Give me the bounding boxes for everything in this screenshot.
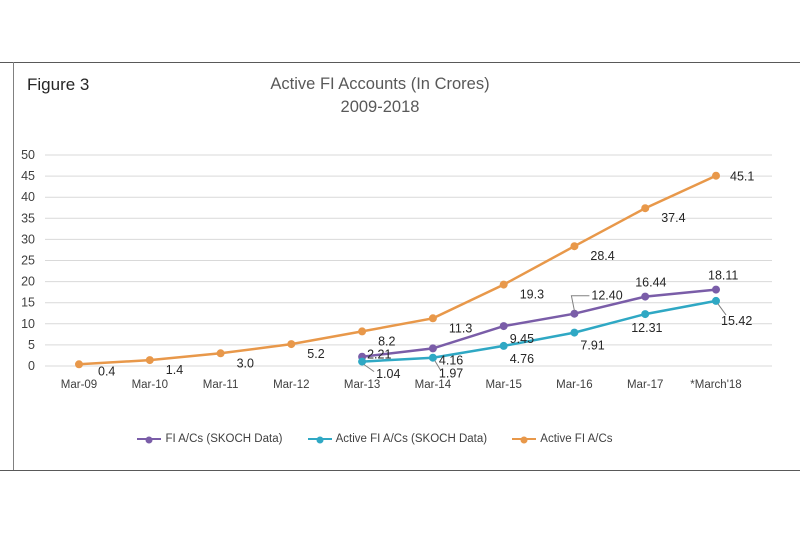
svg-text:Mar-14: Mar-14 [415, 379, 452, 391]
svg-text:3.0: 3.0 [237, 356, 254, 370]
svg-text:18.11: 18.11 [708, 269, 738, 283]
svg-text:1.04: 1.04 [376, 367, 400, 381]
svg-text:5: 5 [28, 338, 35, 352]
svg-text:*March'18: *March'18 [690, 379, 741, 391]
svg-text:15.42: 15.42 [721, 314, 752, 328]
svg-text:4.76: 4.76 [510, 352, 534, 366]
svg-text:7.91: 7.91 [580, 339, 604, 353]
svg-text:5.2: 5.2 [307, 347, 324, 361]
svg-text:40: 40 [21, 190, 35, 204]
svg-text:45: 45 [21, 169, 35, 183]
svg-text:20: 20 [21, 275, 35, 289]
svg-text:12.31: 12.31 [631, 321, 662, 335]
svg-text:37.4: 37.4 [661, 211, 685, 225]
svg-text:Mar-17: Mar-17 [627, 379, 663, 391]
svg-text:19.3: 19.3 [520, 288, 544, 302]
svg-text:45.1: 45.1 [730, 170, 754, 184]
svg-text:0: 0 [28, 359, 35, 373]
svg-text:Mar-09: Mar-09 [61, 379, 97, 391]
svg-text:Mar-12: Mar-12 [273, 379, 309, 391]
svg-text:Mar-16: Mar-16 [556, 379, 592, 391]
svg-text:35: 35 [21, 211, 35, 225]
svg-text:50: 50 [21, 148, 35, 162]
svg-text:10: 10 [21, 317, 35, 331]
svg-text:8.2: 8.2 [378, 334, 395, 348]
svg-text:25: 25 [21, 254, 35, 268]
svg-text:11.3: 11.3 [449, 321, 472, 335]
svg-text:2.21: 2.21 [367, 348, 391, 362]
svg-text:9.45: 9.45 [510, 332, 534, 346]
svg-text:12.40: 12.40 [591, 289, 622, 303]
svg-text:1.97: 1.97 [439, 367, 463, 381]
svg-text:0.4: 0.4 [98, 364, 115, 378]
svg-text:16.44: 16.44 [635, 276, 666, 290]
svg-text:Mar-10: Mar-10 [132, 379, 168, 391]
svg-text:Mar-11: Mar-11 [203, 379, 239, 391]
svg-text:30: 30 [21, 232, 35, 246]
svg-text:Mar-13: Mar-13 [344, 379, 380, 391]
svg-text:28.4: 28.4 [590, 249, 614, 263]
svg-text:15: 15 [21, 296, 35, 310]
svg-text:1.4: 1.4 [166, 363, 183, 377]
svg-text:4.16: 4.16 [439, 353, 463, 367]
svg-text:Mar-15: Mar-15 [485, 379, 521, 391]
